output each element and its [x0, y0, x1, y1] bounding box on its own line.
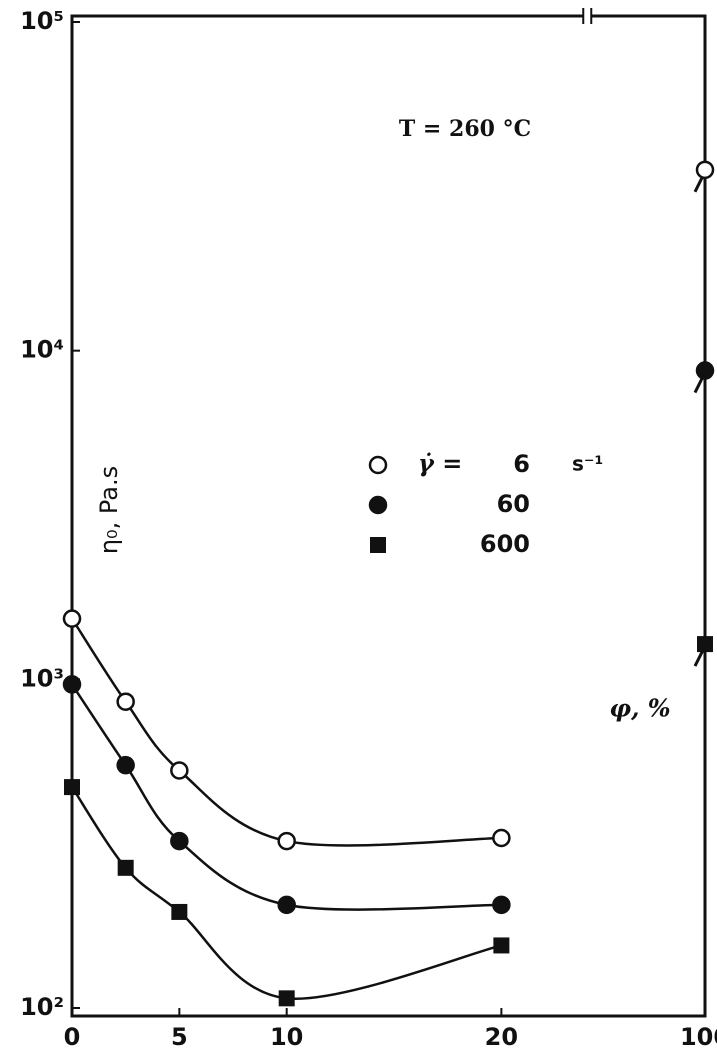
- data-point: [64, 779, 80, 796]
- legend-marker: [368, 455, 388, 475]
- legend-label: 6: [513, 450, 530, 478]
- data-point: [117, 859, 134, 876]
- fit-curve: [70, 617, 502, 847]
- y-tick-label: 10³: [20, 664, 64, 692]
- fit-curve: [70, 786, 502, 1001]
- data-point: [492, 895, 511, 915]
- legend-label: 60: [497, 490, 530, 518]
- data-point: [62, 609, 82, 628]
- legend-marker: [370, 537, 386, 553]
- fit-curve: [70, 683, 502, 911]
- annotation: T = 260 °C: [399, 116, 531, 142]
- legend-unit: s⁻¹: [572, 452, 603, 476]
- data-point: [62, 675, 82, 694]
- data-point: [116, 692, 135, 711]
- y-tick-label: 10⁴: [20, 336, 64, 364]
- data-point: [171, 903, 188, 920]
- y-tick-label: 10²: [20, 993, 64, 1021]
- legend-label: 600: [480, 530, 530, 558]
- data-point: [277, 831, 296, 851]
- x-tick-label: 10: [270, 1023, 303, 1051]
- plot-frame: [70, 14, 707, 1018]
- legend-marker: [368, 495, 388, 515]
- y-tick-label: 10⁵: [20, 7, 64, 35]
- data-point: [697, 636, 713, 653]
- y-axis-label: η₀, Pa.s: [95, 466, 123, 554]
- data-point: [277, 895, 296, 915]
- x-tick-label: 0: [64, 1023, 81, 1051]
- data-point: [116, 755, 135, 775]
- legend-prefix: γ̇ =: [418, 449, 462, 478]
- data-point: [492, 828, 511, 848]
- x-tick-label: 5: [171, 1023, 188, 1051]
- x-axis-label: φ, %: [609, 694, 670, 723]
- x-tick-label: 20: [485, 1023, 518, 1051]
- axis-break-gap: [583, 10, 592, 22]
- data-point: [170, 761, 189, 780]
- data-point: [695, 160, 715, 180]
- data-point: [695, 361, 715, 380]
- data-point: [493, 937, 510, 954]
- data-point: [170, 831, 189, 851]
- x-tick-label: 100: [680, 1023, 717, 1051]
- data-point: [278, 990, 295, 1007]
